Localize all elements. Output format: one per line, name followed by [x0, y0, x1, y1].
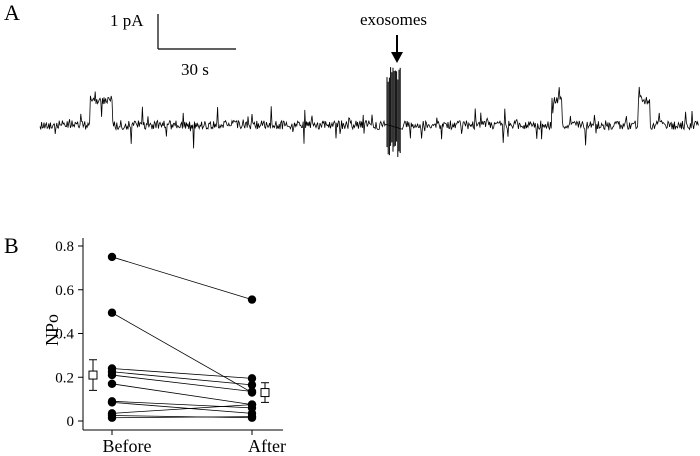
paired-line	[111, 416, 253, 419]
paired-line	[111, 256, 253, 300]
after-point	[247, 380, 257, 390]
paired-data	[107, 252, 257, 422]
y-tick-label: 0.4	[55, 327, 74, 343]
paired-line	[111, 404, 253, 414]
paired-line	[111, 371, 253, 386]
panel-a-label: A	[4, 0, 20, 25]
paired-line	[111, 383, 253, 405]
y-ticks: 0 0.2 0.4 0.6 0.8	[55, 239, 83, 430]
before-point	[107, 308, 117, 317]
before-point	[107, 413, 117, 422]
paired-line	[111, 400, 253, 409]
exosome-application-artifact	[386, 67, 401, 157]
x-tick-label: After	[248, 436, 286, 456]
before-point	[107, 379, 117, 389]
after-point	[247, 412, 257, 421]
y-tick-label: 0.8	[55, 239, 74, 255]
y-axis-label: NPo	[42, 314, 62, 346]
before-point	[107, 398, 117, 407]
current-trace	[39, 86, 699, 149]
before-point	[107, 370, 117, 380]
exosomes-arrow	[391, 35, 403, 63]
scale-bar-current-label: 1 pA	[110, 11, 144, 30]
scale-bar-time-label: 30 s	[181, 60, 209, 79]
after-point	[247, 374, 257, 383]
mean-marker	[88, 370, 98, 380]
before-point	[107, 252, 117, 262]
panel-b-label: B	[4, 233, 19, 258]
after-point	[247, 387, 257, 396]
y-tick-label: 0.2	[55, 370, 74, 386]
paired-line	[111, 368, 253, 379]
paired-line	[111, 402, 253, 414]
mean-sem-markers	[88, 359, 270, 403]
after-point	[247, 400, 257, 409]
y-tick-label: 0	[67, 414, 75, 430]
scale-bar: 1 pA 30 s	[110, 11, 236, 79]
x-ticks: Before After	[103, 430, 286, 456]
exosomes-annotation: exosomes	[360, 10, 427, 29]
mean-marker	[260, 388, 270, 398]
paired-line	[111, 374, 253, 392]
after-point	[247, 295, 257, 304]
paired-line	[111, 415, 253, 419]
y-tick-label: 0.6	[55, 283, 74, 299]
paired-line	[111, 312, 253, 393]
x-tick-label: Before	[103, 436, 152, 456]
chart-b: 0 0.2 0.4 0.6 0.8 Before After NPo	[42, 238, 286, 456]
